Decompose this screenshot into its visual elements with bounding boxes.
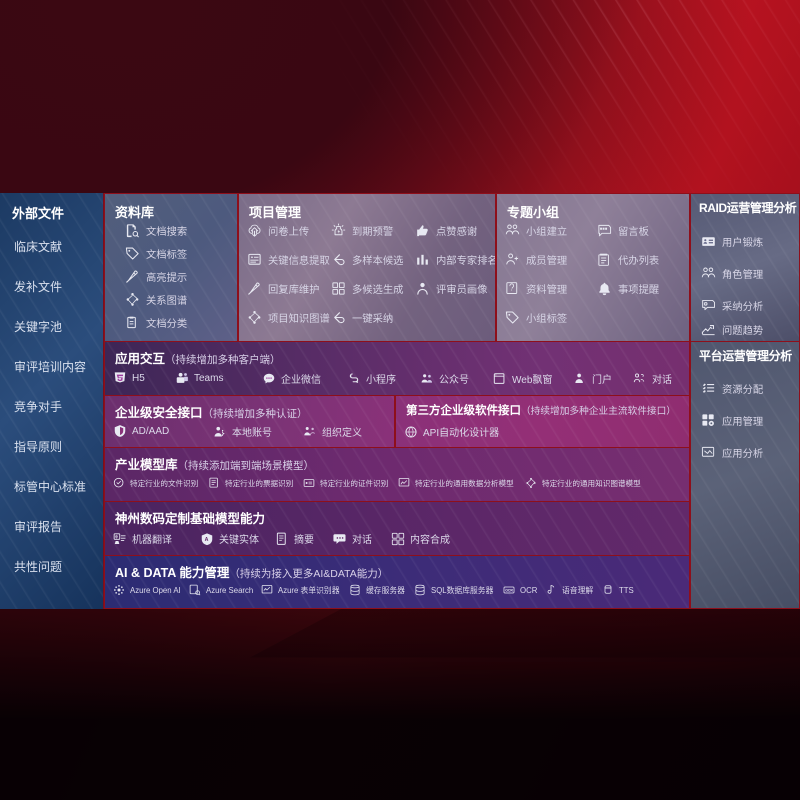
- svg-text:QA: QA: [704, 303, 708, 306]
- svg-text:OCR: OCR: [505, 588, 513, 592]
- svg-text:A: A: [205, 537, 209, 543]
- svg-text:中: 中: [115, 533, 118, 538]
